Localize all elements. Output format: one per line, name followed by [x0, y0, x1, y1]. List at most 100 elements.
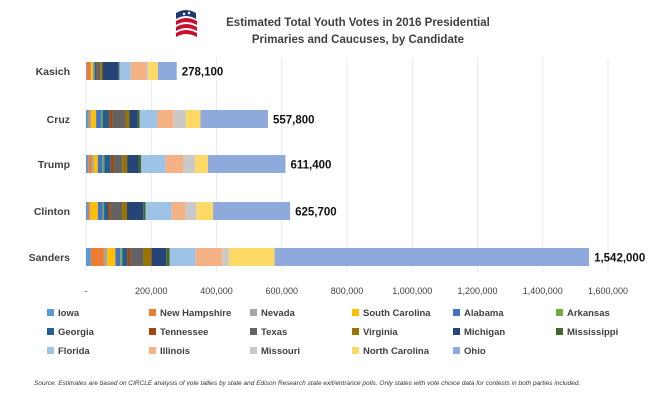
logo-star-field	[176, 10, 196, 19]
bar-kasich-virginia	[100, 62, 103, 80]
bar-cruz-georgia	[102, 110, 110, 128]
bar-kasich-alabama	[93, 62, 95, 80]
total-label-sanders: 1,542,000	[594, 253, 645, 265]
category-label-cruz: Cruz	[47, 114, 70, 126]
legend-label-georgia: Georgia	[58, 327, 95, 338]
chart-title-line-1: Estimated Total Youth Votes in 2016 Pres…	[226, 17, 490, 29]
bar-cruz-illinois	[157, 110, 174, 128]
legend-swatch-michigan	[453, 328, 460, 335]
legend-swatch-tennessee	[149, 328, 156, 335]
legend-swatch-south-carolina	[352, 309, 359, 316]
legend-label-texas: Texas	[261, 327, 287, 338]
bar-clinton-alabama	[97, 202, 103, 220]
bar-clinton-north-carolina	[196, 202, 214, 220]
bar-sanders-north-carolina	[228, 248, 275, 266]
legend-label-iowa: Iowa	[58, 308, 80, 319]
x-tick-label-3: 600,000	[265, 286, 298, 296]
bar-sanders-virginia	[143, 248, 152, 266]
bar-cruz-south-carolina	[91, 110, 97, 128]
x-tick-label-4: 800,000	[331, 286, 364, 296]
bar-trump-florida	[141, 155, 166, 173]
bar-cruz-north-carolina	[185, 110, 201, 128]
category-label-kasich: Kasich	[36, 66, 70, 78]
total-label-cruz: 557,800	[273, 115, 315, 127]
bar-clinton-new-hampshire	[87, 202, 90, 220]
bar-clinton-texas	[110, 202, 123, 220]
bar-clinton-iowa	[86, 202, 88, 220]
bar-clinton-mississippi	[143, 202, 146, 220]
legend-label-north-carolina: North Carolina	[363, 346, 430, 357]
bar-kasich-georgia	[94, 62, 97, 80]
x-tick-label-5: 1,000,000	[392, 286, 432, 296]
bar-kasich-mississippi	[118, 62, 120, 80]
legend-label-florida: Florida	[58, 346, 90, 357]
bar-cruz-new-hampshire	[88, 110, 90, 128]
bar-cruz-nevada	[89, 110, 92, 128]
bar-trump-new-hampshire	[88, 155, 92, 173]
legend-label-missouri: Missouri	[261, 346, 300, 357]
bar-trump-illinois	[165, 155, 184, 173]
bar-cruz-missouri	[173, 110, 186, 128]
legend-swatch-alabama	[453, 309, 460, 316]
legend-label-alabama: Alabama	[464, 308, 504, 319]
bar-trump-iowa	[86, 155, 89, 173]
bar-sanders-alabama	[115, 248, 121, 266]
logo-star-1	[182, 12, 186, 16]
legend-swatch-texas	[250, 328, 257, 335]
bar-clinton-nevada	[89, 202, 91, 220]
bar-kasich-michigan	[102, 62, 119, 80]
bar-trump-south-carolina	[93, 155, 98, 173]
category-labels: Kasich Cruz Trump Clinton Sanders	[29, 66, 71, 264]
bar-clinton-florida	[145, 202, 172, 220]
legend-swatch-florida	[47, 347, 54, 354]
bar-sanders-georgia	[122, 248, 128, 266]
legend-swatch-iowa	[47, 309, 54, 316]
logo-stripe-3	[176, 30, 197, 37]
bar-kasich-north-carolina	[148, 62, 158, 80]
bar-clinton-virginia	[122, 202, 127, 220]
legend: Iowa New Hampshire Nevada South Carolina Ala…	[47, 308, 618, 357]
bar-sanders-arkansas	[120, 248, 123, 266]
legend-swatch-nevada	[250, 309, 257, 316]
total-label-kasich: 278,100	[182, 67, 224, 79]
bar-sanders-nevada	[103, 248, 108, 266]
total-label-clinton: 625,700	[295, 207, 337, 219]
legend-label-ohio: Ohio	[464, 346, 486, 357]
bar-kasich-tennessee	[96, 62, 98, 80]
legend-swatch-mississippi	[556, 328, 563, 335]
bar-sanders-ohio	[274, 248, 590, 266]
bar-kasich-new-hampshire	[86, 62, 91, 80]
bar-kasich-florida	[119, 62, 131, 80]
bar-sanders-florida	[169, 248, 196, 266]
bar-cruz-tennessee	[109, 110, 113, 128]
bar-kasich-missouri	[146, 62, 149, 80]
bar-kasich-iowa	[86, 62, 87, 80]
bar-trump-alabama	[97, 155, 103, 173]
x-tick-label-2: 400,000	[200, 286, 233, 296]
bar-sanders-new-hampshire	[90, 248, 104, 266]
legend-label-tennessee: Tennessee	[160, 327, 208, 338]
bar-clinton-south-carolina	[90, 202, 98, 220]
bar-trump-virginia	[122, 155, 128, 173]
legend-swatch-new-hampshire	[149, 309, 156, 316]
bar-trump-north-carolina	[194, 155, 209, 173]
bar-sanders-south-carolina	[107, 248, 116, 266]
bar-kasich-illinois	[130, 62, 147, 80]
bar-sanders-texas	[130, 248, 144, 266]
legend-swatch-missouri	[250, 347, 257, 354]
bars-group	[86, 62, 590, 266]
total-label-trump: 611,400	[290, 160, 331, 172]
legend-label-mississippi: Mississippi	[567, 327, 618, 338]
bar-cruz-michigan	[129, 110, 138, 128]
gridlines	[85, 58, 609, 272]
bar-clinton-illinois	[171, 202, 186, 220]
bar-clinton-ohio	[213, 202, 291, 220]
legend-label-nevada: Nevada	[261, 308, 296, 319]
bar-trump-texas	[114, 155, 123, 173]
legend-swatch-arkansas	[556, 309, 563, 316]
bar-sanders-mississippi	[166, 248, 170, 266]
bar-trump-michigan	[127, 155, 139, 173]
bar-clinton-tennessee	[108, 202, 111, 220]
